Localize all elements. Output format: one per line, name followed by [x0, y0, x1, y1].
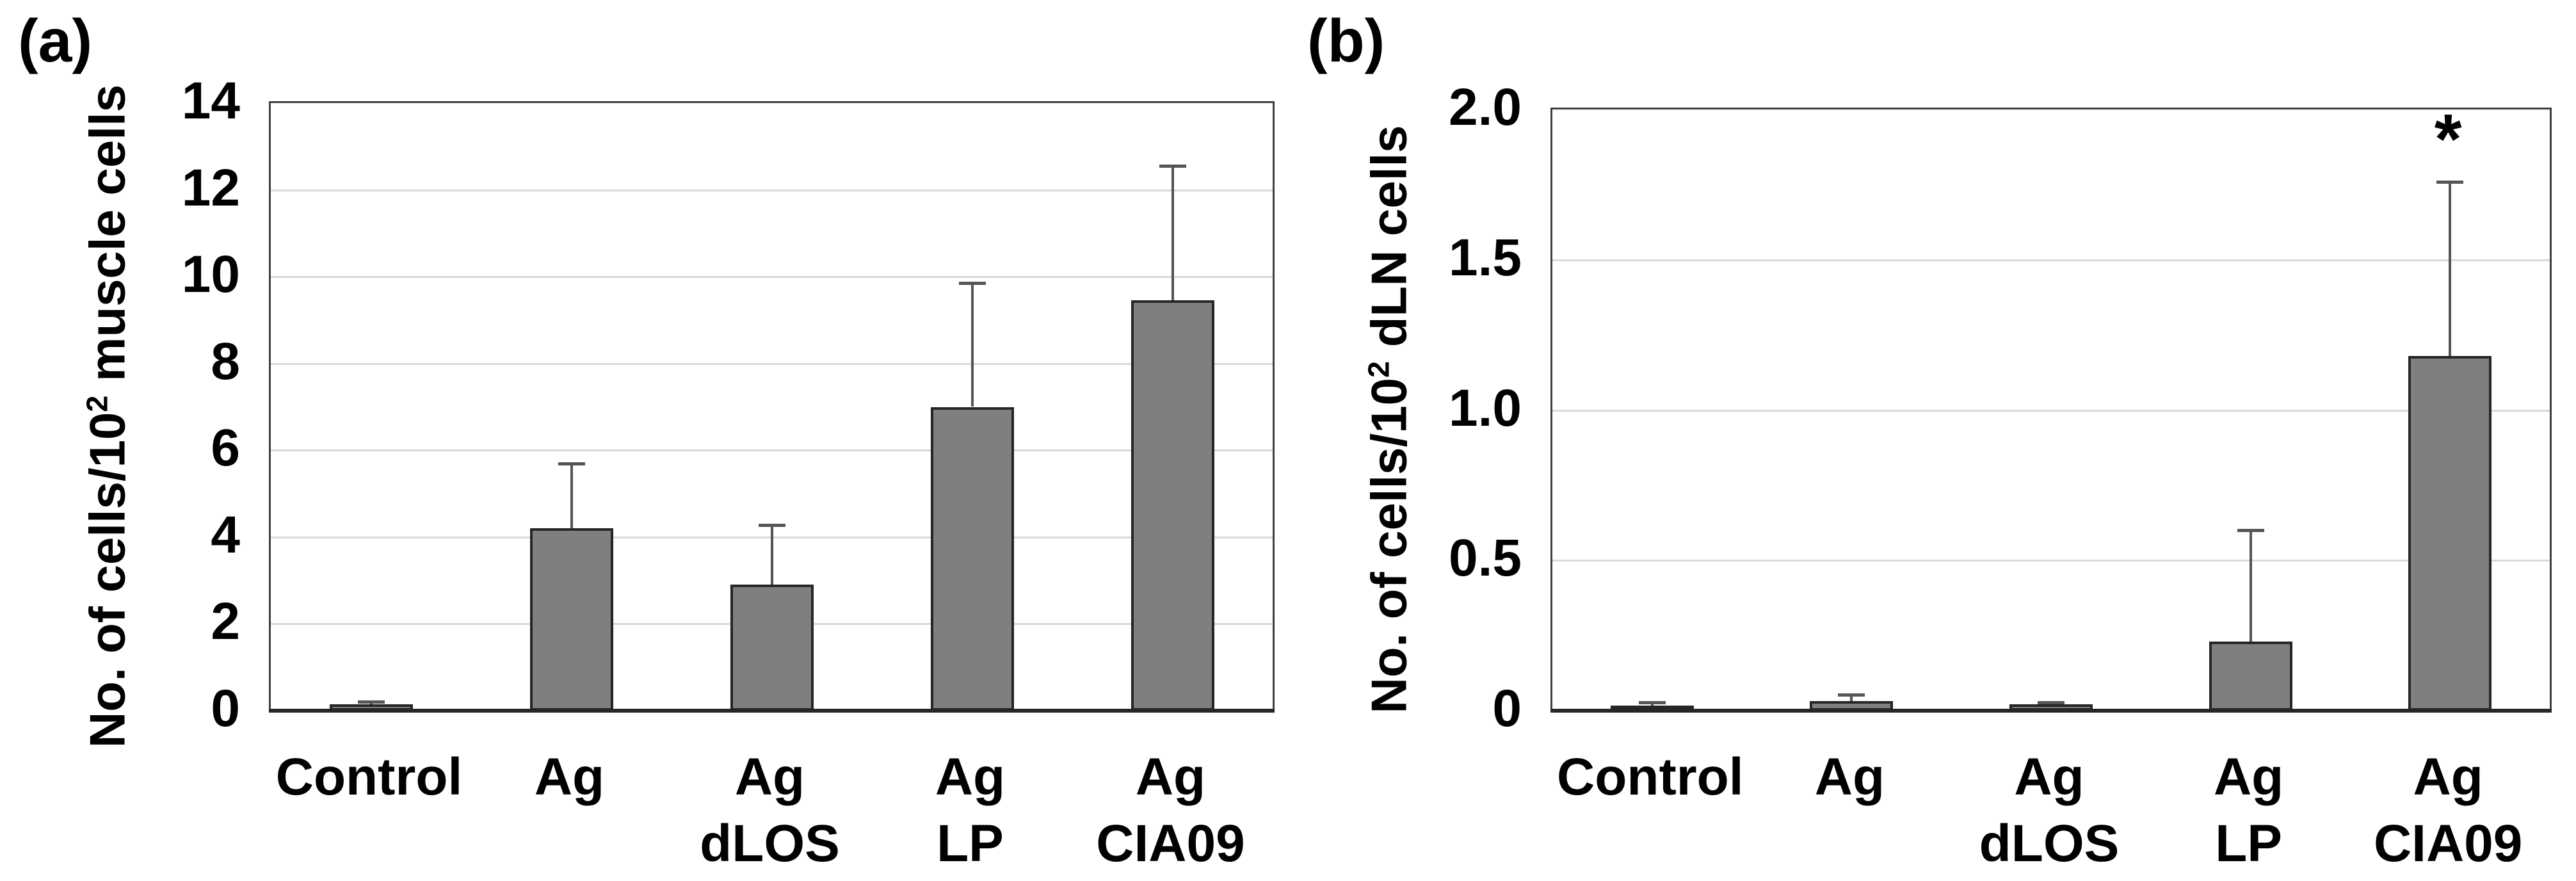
x-category-line1: Ag	[2014, 748, 2084, 806]
x-category-line1: Ag	[734, 748, 805, 806]
x-category-label-Ag-CIA09: Ag CIA09	[2346, 744, 2550, 877]
x-category-line1: Control	[1557, 748, 1744, 806]
y-tick-label-10: 10	[181, 245, 240, 304]
x-category-label-Ag-dLOS: Ag dLOS	[1947, 744, 2152, 877]
bar-Ag	[1810, 700, 1894, 711]
gridline-1.0	[1552, 409, 2550, 412]
bar-Ag-CIA09	[1131, 300, 1214, 711]
y-tick-label-4: 4	[211, 505, 240, 564]
x-category-line1: Ag	[1814, 748, 1885, 806]
error-bar-Ag	[570, 463, 573, 529]
x-category-line1: Ag	[534, 748, 605, 806]
x-axis-line	[1550, 709, 2552, 713]
gridline-12	[271, 189, 1273, 191]
y-tick-label-1.0: 1.0	[1449, 378, 1522, 437]
significance-asterisk: *	[2434, 99, 2462, 179]
x-category-line2: dLOS	[700, 814, 840, 873]
error-bar-Ag-LP	[970, 283, 974, 407]
panel-b-plot-area	[1550, 108, 2552, 713]
error-bar-cap-Ag	[558, 462, 585, 465]
gridline-8	[271, 362, 1273, 365]
y-tick-label-2.0: 2.0	[1449, 78, 1522, 136]
error-bar-Ag	[1850, 694, 1853, 701]
error-bar-Ag-CIA09	[1171, 166, 1174, 301]
gridline-0.5	[1552, 560, 2550, 562]
x-category-line1: Ag	[2413, 748, 2483, 806]
y-tick-label-0: 0	[1492, 679, 1522, 738]
panel-b-ylabel-superscript: 2	[1362, 360, 1396, 378]
y-tick-label-12: 12	[181, 158, 240, 217]
bar-Ag-LP	[2209, 642, 2292, 711]
gridline-10	[271, 276, 1273, 279]
gridline-1.5	[1552, 259, 2550, 261]
panel-a-label: (a)	[18, 7, 93, 75]
bar-Ag-LP	[930, 407, 1014, 711]
bar-Ag-dLOS	[2009, 704, 2093, 711]
x-category-line1: Control	[275, 748, 463, 806]
error-bar-cap-Ag-LP	[958, 282, 986, 286]
bar-Ag	[529, 528, 613, 711]
x-category-label-Ag-LP: Ag LP	[2146, 744, 2351, 877]
y-tick-label-0: 0	[211, 679, 240, 738]
y-tick-label-8: 8	[211, 332, 240, 391]
bar-Control	[1610, 706, 1694, 711]
panel-a-ylabel-superscript: 2	[80, 395, 114, 412]
gridline-6	[271, 449, 1273, 452]
panel-b-label: (b)	[1307, 7, 1385, 75]
x-category-label-Control: Control	[267, 744, 472, 811]
x-category-line1: Ag	[935, 748, 1006, 806]
error-bar-cap-Ag-CIA09	[1159, 165, 1186, 168]
x-category-line1: Ag	[2213, 748, 2284, 806]
error-bar-cap-Control	[1638, 700, 1666, 704]
y-tick-label-1.5: 1.5	[1449, 228, 1522, 287]
x-category-label-Ag: Ag	[1747, 744, 1952, 811]
x-category-line2: LP	[937, 814, 1004, 873]
y-tick-label-2: 2	[211, 592, 240, 651]
x-category-line2: CIA09	[1096, 814, 1245, 873]
panel-a-plot-area	[269, 101, 1275, 713]
x-category-label-Ag-dLOS: Ag dLOS	[668, 744, 873, 877]
x-axis-line	[269, 709, 1275, 713]
y-tick-label-14: 14	[181, 72, 240, 130]
x-category-line2: CIA09	[2373, 814, 2523, 873]
bar-Control	[329, 704, 413, 711]
x-category-line2: LP	[2215, 814, 2282, 873]
x-category-line1: Ag	[1135, 748, 1206, 806]
error-bar-Ag-dLOS	[770, 524, 773, 585]
bar-Ag-dLOS	[730, 585, 814, 711]
x-category-label-Control: Control	[1548, 744, 1753, 811]
x-category-line2: dLOS	[1979, 814, 2120, 873]
error-bar-cap-Control	[357, 700, 385, 704]
error-bar-Ag-CIA09	[2449, 181, 2452, 356]
error-bar-cap-Ag-CIA09	[2436, 180, 2464, 184]
x-category-label-Ag-CIA09: Ag CIA09	[1068, 744, 1273, 877]
y-tick-label-0.5: 0.5	[1449, 529, 1522, 588]
error-bar-Ag-LP	[2249, 530, 2252, 642]
error-bar-cap-Ag-dLOS	[2038, 700, 2065, 704]
error-bar-cap-Ag-dLOS	[758, 523, 785, 527]
error-bar-cap-Ag	[1838, 693, 1865, 697]
y-tick-label-6: 6	[211, 419, 240, 478]
error-bar-cap-Ag-LP	[2237, 529, 2264, 533]
x-category-label-Ag: Ag	[467, 744, 672, 811]
x-category-label-Ag-LP: Ag LP	[868, 744, 1073, 877]
bar-Ag-CIA09	[2408, 355, 2492, 711]
